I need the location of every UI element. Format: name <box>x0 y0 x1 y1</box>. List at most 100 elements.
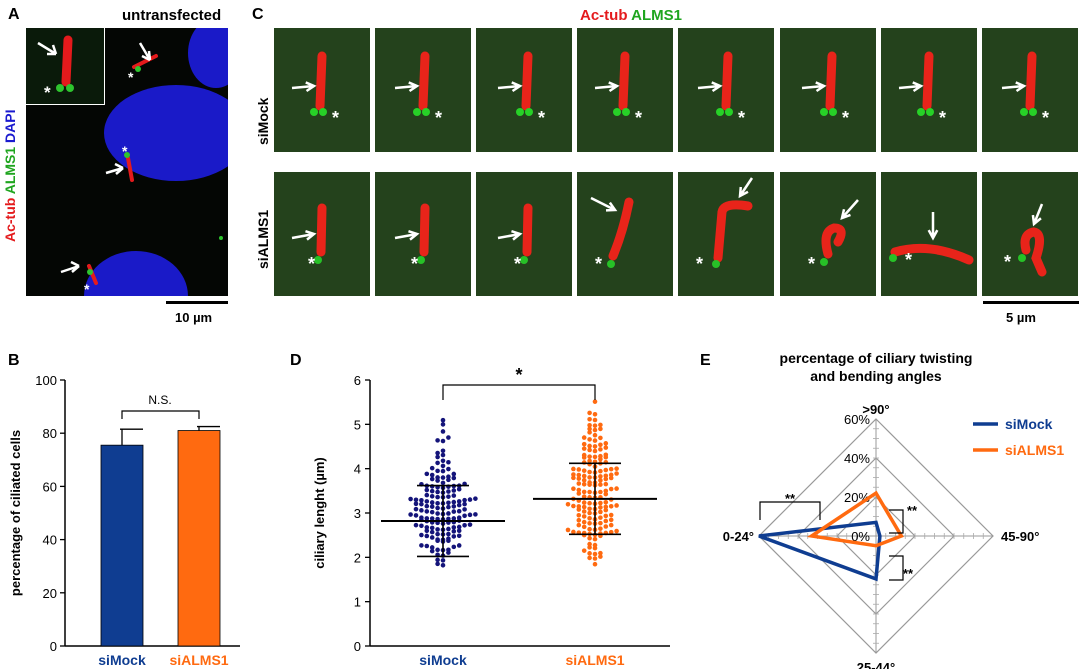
d-point-siMock <box>429 500 435 505</box>
arrow-icon <box>839 199 859 220</box>
d-point-siALMS1 <box>598 453 603 459</box>
d-y-tick-label: 4 <box>354 462 361 477</box>
d-point-siALMS1 <box>587 443 592 449</box>
arrow-icon <box>595 81 620 93</box>
svg-text:*: * <box>44 83 51 102</box>
d-point-siMock <box>408 512 413 517</box>
d-point-siMock <box>440 480 446 486</box>
d-point-siALMS1 <box>581 481 587 487</box>
basal-body <box>607 260 616 268</box>
basal-star: * <box>696 254 703 274</box>
svg-text:*: * <box>128 69 134 85</box>
d-point-siALMS1 <box>581 500 587 505</box>
d-point-siMock <box>440 562 446 568</box>
d-point-siMock <box>451 493 457 498</box>
d-point-siMock <box>446 547 451 553</box>
d-point-siALMS1 <box>581 452 587 458</box>
d-point-siALMS1 <box>603 518 609 524</box>
d-point-siALMS1 <box>592 427 598 433</box>
cilium <box>418 51 430 111</box>
d-point-siMock <box>446 531 451 537</box>
e-bracket-45-90-lower <box>889 555 904 581</box>
d-point-siALMS1 <box>598 447 603 452</box>
d-point-siALMS1 <box>587 510 592 516</box>
d-point-siMock <box>446 489 451 494</box>
d-point-siALMS1 <box>598 515 603 520</box>
d-point-siMock <box>435 438 440 443</box>
d-point-siALMS1 <box>608 512 614 518</box>
d-point-siALMS1 <box>587 551 592 556</box>
basal-star: * <box>538 108 545 128</box>
d-point-siMock <box>446 500 451 506</box>
d-point-siMock <box>435 547 440 553</box>
micrograph-tile-r1-c5: * <box>678 28 775 152</box>
d-point-siALMS1 <box>587 535 592 541</box>
d-point-siALMS1 <box>592 399 598 404</box>
d-point-siMock <box>424 492 430 498</box>
d-point-siALMS1 <box>571 503 576 509</box>
e-legend-label: siMock <box>1005 416 1053 432</box>
panel-c-scale-label: 5 µm <box>1006 310 1036 325</box>
d-point-siALMS1 <box>581 468 587 473</box>
e-bracket-0-24 <box>759 501 821 520</box>
e-bracket-45-90-upper <box>889 509 904 534</box>
d-point-siALMS1 <box>587 489 592 495</box>
micrograph-tile-r1-c3: * <box>476 28 573 152</box>
b-y-tick-label: 20 <box>43 586 57 601</box>
d-point-siALMS1 <box>587 520 592 526</box>
d-point-siALMS1 <box>603 513 609 519</box>
d-point-siMock <box>424 533 430 539</box>
d-point-siMock <box>440 417 446 423</box>
micrograph-tile-r2-c4: * <box>577 172 674 296</box>
d-point-siALMS1 <box>587 526 592 532</box>
basal-body <box>925 108 934 116</box>
d-point-siALMS1 <box>576 476 582 481</box>
d-point-siALMS1 <box>592 444 598 449</box>
micrograph-tile-r1-c8: * <box>981 28 1078 152</box>
d-point-siALMS1 <box>608 472 614 478</box>
d-point-siALMS1 <box>576 504 582 509</box>
arrow-icon <box>738 177 754 199</box>
d-point-siALMS1 <box>598 435 603 441</box>
d-point-siMock <box>473 512 478 517</box>
d-point-siALMS1 <box>592 423 598 428</box>
d-point-siMock <box>424 503 430 509</box>
d-point-siALMS1 <box>598 550 603 556</box>
d-point-siMock <box>413 506 419 512</box>
d-point-siMock <box>446 494 451 499</box>
d-point-siALMS1 <box>571 486 576 492</box>
d-point-siMock <box>419 501 424 507</box>
d-point-siMock <box>456 543 462 548</box>
panel-e-label: E <box>700 352 711 369</box>
d-point-siALMS1 <box>598 482 603 487</box>
tile-image: * <box>497 203 533 274</box>
tile-image: * <box>808 199 859 274</box>
d-point-siMock <box>456 502 462 508</box>
basal-body <box>716 108 725 116</box>
d-point-siMock <box>451 471 457 477</box>
d-point-siMock <box>424 499 430 504</box>
d-point-siALMS1 <box>576 491 582 496</box>
e-title-line1: percentage of ciliary twisting <box>780 350 973 366</box>
d-point-siALMS1 <box>592 411 598 417</box>
d-point-siMock <box>440 448 446 454</box>
panel-a-scale-bar <box>166 301 228 304</box>
tile-image: * <box>590 196 634 274</box>
d-point-siALMS1 <box>598 426 603 432</box>
d-point-siALMS1 <box>576 481 582 486</box>
d-point-siALMS1 <box>603 452 609 458</box>
tile-image: * <box>801 51 849 128</box>
d-point-siMock <box>440 463 446 469</box>
d-point-siMock <box>429 525 435 531</box>
d-point-siMock <box>424 471 430 477</box>
d-point-siALMS1 <box>565 527 571 533</box>
d-point-siMock <box>435 454 440 460</box>
d-point-siMock <box>435 527 440 532</box>
cilium <box>1020 227 1047 277</box>
e-legend-label: siALMS1 <box>1005 442 1064 458</box>
panel-d-chart: 0 1 2 3 4 5 6 siMock siALMS1 ciliary lenght (µm… <box>312 365 670 668</box>
d-point-siALMS1 <box>587 555 592 561</box>
d-point-siMock <box>446 504 451 510</box>
svg-text:*: * <box>84 281 90 296</box>
d-point-siALMS1 <box>576 522 582 528</box>
